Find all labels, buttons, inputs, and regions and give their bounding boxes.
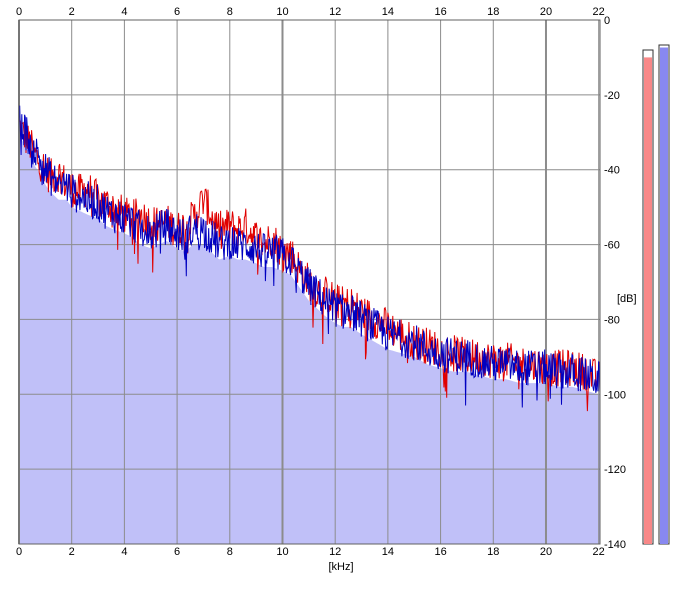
- y-tick-label-4: -80: [604, 314, 620, 326]
- x-tick-label-bottom-9: 18: [487, 546, 499, 558]
- x-tick-label-bottom-10: 20: [540, 546, 552, 558]
- x-tick-label-top-3: 6: [174, 6, 180, 18]
- x-tick-label-top-6: 12: [329, 6, 341, 18]
- x-tick-label-bottom-5: 10: [276, 546, 288, 558]
- y-tick-label-6: -120: [604, 464, 626, 476]
- x-axis-label: [kHz]: [328, 561, 353, 573]
- x-tick-label-top-11: 22: [593, 6, 605, 18]
- spectrum-fill-layer: [19, 136, 600, 544]
- level-meter-right: [660, 47, 668, 544]
- x-tick-label-bottom-6: 12: [329, 546, 341, 558]
- x-tick-labels-bottom: 0 2 4 6 8 10 12 14 16 18 20 22: [16, 546, 605, 558]
- series-line-1: [18, 105, 601, 408]
- x-tick-label-top-8: 16: [434, 6, 446, 18]
- y-tick-label-5: -100: [604, 389, 626, 401]
- y-tick-label-7: -140: [604, 539, 626, 551]
- y-tick-label-1: -20: [604, 90, 620, 102]
- x-tick-label-bottom-4: 8: [227, 546, 233, 558]
- x-tick-label-top-5: 10: [276, 6, 288, 18]
- x-tick-label-top-9: 18: [487, 6, 499, 18]
- x-tick-label-bottom-8: 16: [434, 546, 446, 558]
- y-axis-label: [dB]: [617, 293, 637, 305]
- level-meter-left: [644, 57, 652, 545]
- x-tick-label-top-2: 4: [121, 6, 127, 18]
- plot-frame: [18, 19, 601, 545]
- x-tick-label-top-10: 20: [540, 6, 552, 18]
- series-layer: [18, 105, 601, 412]
- x-tick-label-top-7: 14: [382, 6, 394, 18]
- y-tick-label-2: -40: [604, 165, 620, 177]
- x-tick-label-top-4: 8: [227, 6, 233, 18]
- y-tick-labels: 0 -20 -40 -60 -80 -100 -120 -140: [604, 15, 626, 551]
- x-tick-label-bottom-0: 0: [16, 546, 22, 558]
- x-tick-label-bottom-3: 6: [174, 546, 180, 558]
- x-tick-label-bottom-7: 14: [382, 546, 394, 558]
- x-tick-label-top-1: 2: [69, 6, 75, 18]
- x-tick-label-bottom-11: 22: [593, 546, 605, 558]
- y-tick-label-3: -60: [604, 240, 620, 252]
- x-tick-label-top-0: 0: [16, 6, 22, 18]
- x-tick-label-bottom-2: 4: [121, 546, 127, 558]
- grid-layer: [18, 19, 600, 545]
- spectrum-fill: [19, 136, 600, 544]
- y-tick-label-0: 0: [604, 15, 610, 27]
- x-tick-labels-top: 0 2 4 6 8 10 12 14 16 18 20 22: [16, 6, 605, 18]
- x-tick-label-bottom-1: 2: [69, 546, 75, 558]
